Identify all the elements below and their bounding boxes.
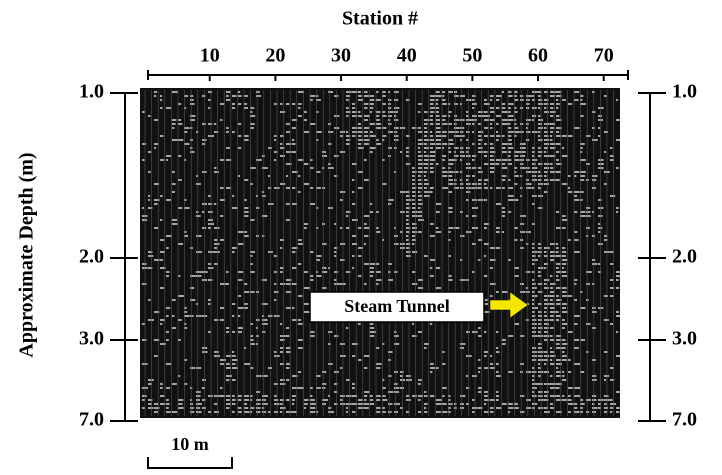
x-tick-label: 50: [462, 45, 482, 67]
y-axis-label: Approximate Depth (m): [16, 152, 38, 357]
annotation-box: [309, 291, 485, 323]
right-tick-label: 7.0: [672, 409, 697, 431]
trace-texture: [142, 90, 622, 416]
left-tick-label: 1.0: [79, 81, 104, 103]
left-tick-label: 2.0: [79, 246, 104, 268]
scale-bar-label: 10 m: [171, 434, 209, 454]
x-tick-label: 60: [528, 45, 548, 67]
left-tick-label: 7.0: [79, 409, 104, 431]
chart-title: Station #: [342, 8, 418, 30]
x-tick-label: 30: [331, 45, 351, 67]
x-tick-label: 70: [594, 45, 614, 67]
scale-bar: [147, 457, 233, 469]
left-tick-label: 3.0: [79, 328, 104, 350]
trace-lines: [144, 90, 614, 416]
right-tick-label: 2.0: [672, 246, 697, 268]
x-tick-label: 10: [200, 45, 220, 67]
trace-dashes: [142, 91, 622, 413]
record-background: [140, 88, 620, 418]
x-tick-label: 40: [397, 45, 417, 67]
x-tick-label: 20: [265, 45, 285, 67]
annotation-arrow: [489, 291, 529, 319]
annotation: Steam Tunnel: [344, 296, 450, 316]
right-tick-label: 3.0: [672, 328, 697, 350]
right-tick-label: 1.0: [672, 81, 697, 103]
